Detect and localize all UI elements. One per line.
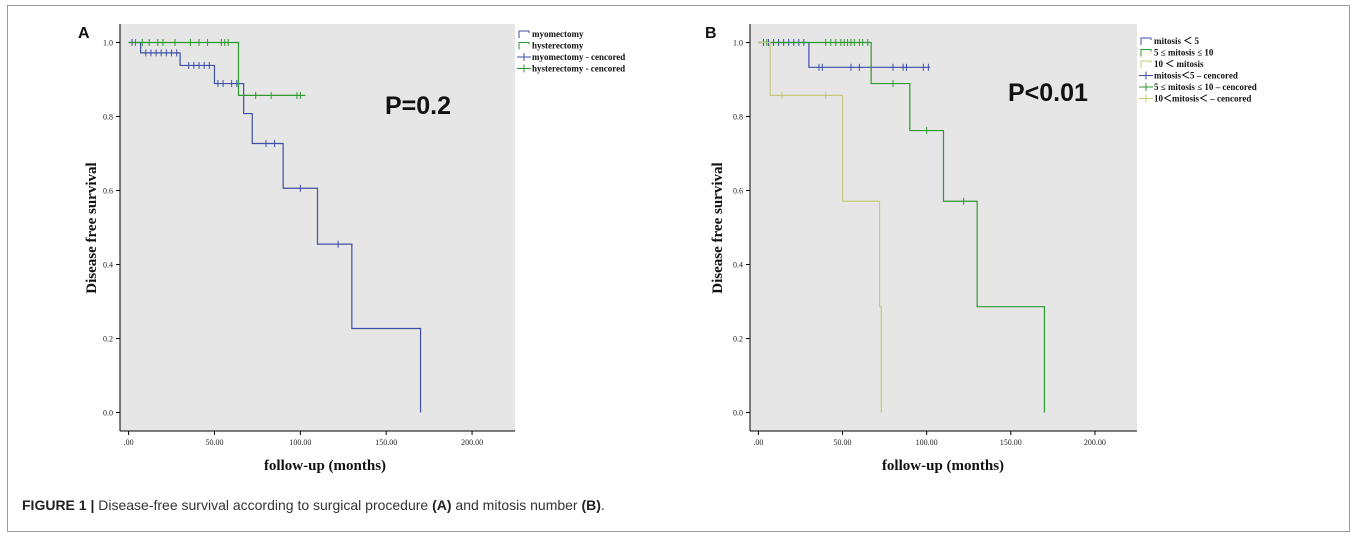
b-legend-label-1: 5 ≤ mitosis ≤ 10: [1154, 48, 1214, 58]
b-series-1-line: [758, 41, 1046, 413]
b-legend-swatch-4: [1139, 83, 1153, 91]
b-legend-label-4: 5 ≤ mitosis ≤ 10 – cencored: [1154, 82, 1257, 92]
panel-b-y-axis-label: Disease free survival: [710, 162, 726, 293]
b-xtick-label-4: 200.00: [1084, 438, 1106, 447]
b-series-2-line: [758, 41, 882, 413]
b-legend-swatch-1: [1140, 49, 1152, 57]
caption-text-1: Disease-free survival according to surgi…: [94, 497, 433, 513]
panel-b-x-ticks: .00 50.00 100.00 150.00 200.00: [753, 431, 1106, 447]
b-ytick-label-0: 0.0: [733, 409, 743, 418]
a-ytick-label-5: 1.0: [103, 39, 113, 48]
a-xtick-label-3: 150.00: [375, 438, 397, 447]
a-ytick-label-3: 0.6: [103, 187, 113, 196]
a-series-1-line: [128, 41, 306, 97]
b-legend-label-5: 10＜mitosis＜ – cencored: [1154, 94, 1251, 104]
panel-b-series: [758, 39, 1046, 413]
panel-a-label: A: [78, 25, 90, 42]
b-legend-swatch-5: [1139, 94, 1153, 103]
panel-a-y-ticks: 0.0 0.2 0.4 0.6 0.8 1.0: [103, 39, 120, 418]
b-legend-swatch-2: [1140, 60, 1152, 68]
figure-caption: FIGURE 1 | Disease-free survival accordi…: [22, 497, 605, 513]
panel-a-chart: A 0.0 0.2 0.4 0.6 0.8 1.0 .00 50.00 100.00 150.0…: [78, 24, 625, 474]
a-series-0-line: [128, 41, 422, 413]
a-legend-swatch-0: [518, 30, 530, 38]
b-legend-swatch-3: [1139, 71, 1153, 80]
b-xtick-label-0: .00: [753, 438, 763, 447]
b-xtick-label-2: 100.00: [916, 438, 938, 447]
a-legend-label-2: myomectomy - cencored: [532, 52, 625, 62]
a-ytick-label-0: 0.0: [103, 409, 113, 418]
panel-a-y-axis-label: Disease free survival: [84, 162, 100, 293]
panel-b-y-ticks: 0.0 0.2 0.4 0.6 0.8 1.0: [733, 39, 750, 418]
a-ytick-label-1: 0.2: [103, 335, 113, 344]
caption-figure-label: FIGURE 1 |: [22, 497, 95, 513]
a-legend-swatch-1: [518, 42, 530, 50]
a-xtick-label-2: 100.00: [289, 438, 311, 447]
caption-bold-b: (B): [581, 497, 601, 513]
a-xtick-label-0: .00: [124, 438, 134, 447]
panel-a-p-value: P=0.2: [385, 92, 451, 120]
b-xtick-label-1: 50.00: [834, 438, 852, 447]
a-legend-label-1: hysterectomy: [532, 41, 584, 51]
figure-frame: [7, 5, 1350, 532]
panel-a-x-axis-label: follow-up (months): [264, 458, 386, 474]
a-xtick-label-4: 200.00: [461, 438, 483, 447]
b-ytick-label-4: 0.8: [733, 113, 743, 122]
b-ytick-label-1: 0.2: [733, 335, 743, 344]
panel-b-p-value: P<0.01: [1008, 79, 1088, 107]
caption-text-2: and mitosis number: [451, 497, 582, 513]
b-legend-label-0: mitosis ＜ 5: [1154, 36, 1200, 46]
panel-b-chart: B 0.0 0.2 0.4 0.6 0.8 1.0 .00 50.00 100.00 150.0…: [705, 24, 1257, 474]
panel-b-plot-area: [750, 24, 1137, 431]
a-xtick-label-1: 50.00: [205, 438, 223, 447]
panel-b-x-axis-label: follow-up (months): [882, 458, 1004, 474]
a-ytick-label-2: 0.4: [103, 261, 113, 270]
b-ytick-label-3: 0.6: [733, 187, 743, 196]
panel-a-series: [128, 39, 422, 413]
a-legend-swatch-3: [517, 64, 531, 73]
b-ytick-label-2: 0.4: [733, 261, 743, 270]
b-xtick-label-3: 150.00: [1000, 438, 1022, 447]
b-legend-label-2: 10 ＜ mitosis: [1154, 59, 1204, 69]
panel-b-label: B: [705, 25, 717, 42]
b-legend-swatch-0: [1140, 37, 1152, 45]
figure-charts: A 0.0 0.2 0.4 0.6 0.8 1.0 .00 50.00 100.00 150.0…: [78, 24, 1257, 474]
a-legend-label-3: hysterectomy - cencored: [532, 64, 625, 74]
a-legend-label-0: myomectomy: [532, 29, 584, 39]
a-ytick-label-4: 0.8: [103, 113, 113, 122]
caption-bold-a: (A): [432, 497, 452, 513]
b-ytick-label-5: 1.0: [733, 39, 743, 48]
panel-a-x-ticks: .00 50.00 100.00 150.00 200.00: [124, 431, 483, 447]
b-legend-label-3: mitosis＜5 – cencored: [1154, 71, 1238, 81]
caption-text-3: .: [600, 497, 605, 513]
a-legend-swatch-2: [517, 53, 531, 61]
